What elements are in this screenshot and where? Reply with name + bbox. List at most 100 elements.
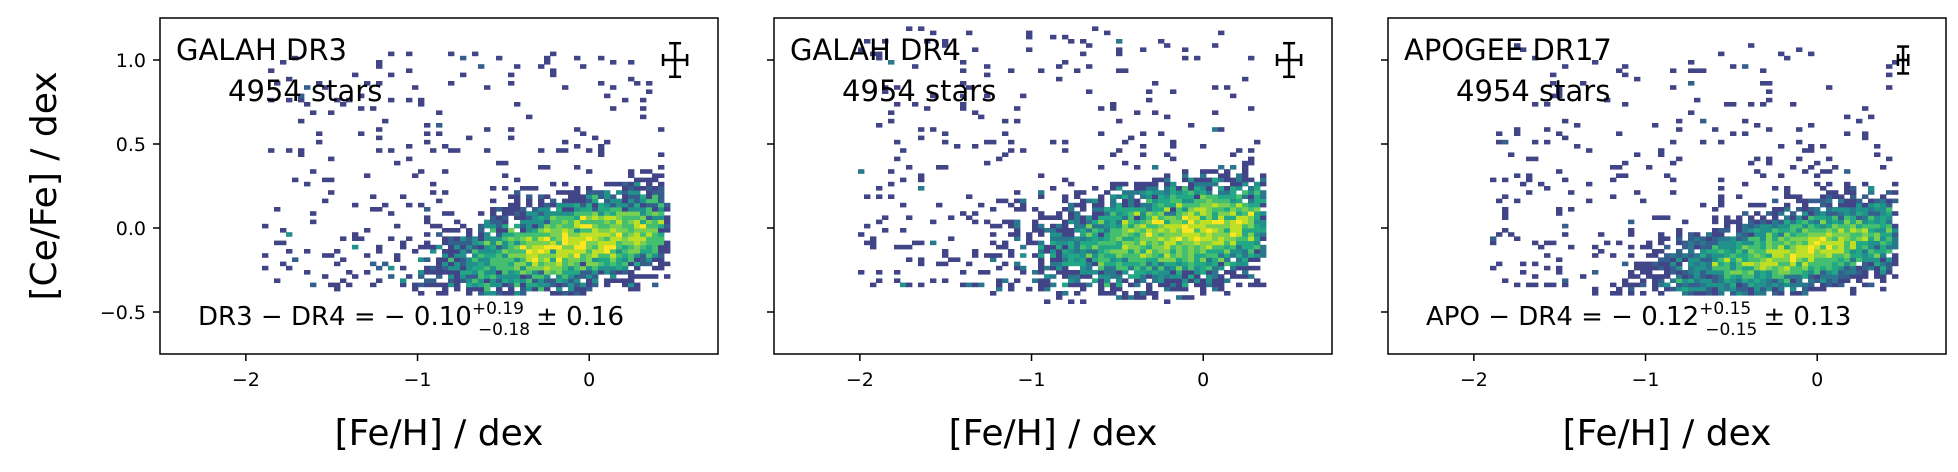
heatmap-bin (352, 232, 359, 237)
heatmap-bin (610, 215, 617, 220)
heatmap-bin (1820, 232, 1827, 237)
heatmap-bin (1104, 244, 1111, 250)
heatmap-bin (1164, 244, 1171, 250)
heatmap-bin (604, 232, 611, 237)
heatmap-bin (1134, 228, 1141, 233)
heatmap-bin (1200, 278, 1207, 283)
heatmap-bin (508, 291, 515, 296)
heatmap-bin (1206, 202, 1213, 208)
heatmap-bin (1080, 190, 1087, 195)
heatmap-bin (1164, 215, 1171, 220)
heatmap-bin (1176, 219, 1183, 225)
heatmap-bin (1176, 261, 1183, 267)
heatmap-bin (1056, 232, 1063, 237)
heatmap-bin (526, 228, 533, 233)
heatmap-bin (1008, 232, 1015, 237)
heatmap-bin (496, 240, 503, 246)
heatmap-bin (1236, 186, 1243, 191)
heatmap-bin (634, 282, 641, 288)
heatmap-bin (490, 282, 497, 288)
heatmap-bin (984, 219, 991, 225)
heatmap-bin (502, 270, 509, 275)
heatmap-bin (1658, 240, 1665, 246)
heatmap-bin (1862, 207, 1869, 212)
heatmap-bin (1074, 261, 1081, 267)
heatmap-bin (1724, 265, 1731, 271)
heatmap-bin (448, 265, 455, 271)
heatmap-bin (496, 228, 503, 233)
heatmap-bin (1068, 219, 1075, 225)
heatmap-bin (592, 261, 599, 267)
heatmap-bin (538, 278, 545, 283)
heatmap-bin (858, 47, 865, 52)
heatmap-bin (652, 236, 659, 241)
heatmap-bin (1784, 253, 1791, 258)
heatmap-bin (610, 202, 617, 208)
heatmap-bin (990, 240, 997, 246)
heatmap-bin (1188, 265, 1195, 271)
heatmap-bin (1838, 265, 1845, 271)
heatmap-bin (1152, 198, 1159, 204)
heatmap-bin (1260, 177, 1267, 183)
heatmap-bin (1832, 207, 1839, 212)
heatmap-bin (1778, 223, 1785, 229)
heatmap-bin (1670, 160, 1677, 166)
heatmap-bin (1134, 244, 1141, 250)
heatmap-bin (1230, 152, 1237, 157)
heatmap-bin (1014, 261, 1021, 267)
heatmap-bin (1658, 236, 1665, 241)
heatmap-bin (1110, 202, 1117, 208)
heatmap-bin (1086, 249, 1093, 254)
heatmap-bin (1838, 198, 1845, 204)
heatmap-bin (634, 223, 641, 229)
heatmap-bin (1760, 257, 1767, 262)
y-axis-label: [Ce/Fe] / dex (24, 71, 65, 300)
heatmap-bin (454, 236, 461, 241)
heatmap-bin (460, 261, 467, 267)
heatmap-bin (1556, 211, 1563, 216)
heatmap-bin (1640, 282, 1647, 288)
heatmap-bin (418, 291, 425, 296)
heatmap-bin (1688, 60, 1695, 65)
heatmap-bin (960, 81, 967, 86)
heatmap-bin (484, 278, 491, 283)
heatmap-bin (1772, 274, 1779, 279)
heatmap-bin (1718, 202, 1725, 208)
heatmap-bin (1814, 228, 1821, 233)
heatmap-bin (1140, 257, 1147, 262)
heatmap-bin (1664, 265, 1671, 271)
heatmap-bin (1826, 261, 1833, 267)
heatmap-bin (1110, 274, 1117, 279)
heatmap-bin (1146, 181, 1153, 187)
heatmap-bin (1008, 148, 1015, 153)
heatmap-bin (1640, 198, 1647, 204)
heatmap-bin (1664, 253, 1671, 258)
heatmap-bin (1224, 228, 1231, 233)
heatmap-bin (1580, 81, 1587, 86)
heatmap-bin (942, 261, 949, 267)
heatmap-bin (424, 207, 431, 212)
heatmap-bin (1164, 173, 1171, 178)
heatmap-bin (972, 47, 979, 52)
heatmap-bin (1844, 223, 1851, 229)
heatmap-bin (888, 194, 895, 199)
heatmap-bin (1182, 236, 1189, 241)
heatmap-bin (610, 219, 617, 225)
heatmap-bin (1122, 232, 1129, 237)
heatmap-bin (1254, 207, 1261, 212)
heatmap-bin (1880, 223, 1887, 229)
heatmap-bin (538, 223, 545, 229)
heatmap-bin (436, 223, 443, 229)
heatmap-bin (298, 93, 305, 99)
heatmap-bin (1092, 257, 1099, 262)
heatmap-bin (1122, 198, 1129, 204)
heatmap-bin (1646, 244, 1653, 250)
heatmap-bin (1086, 270, 1093, 275)
heatmap-bin (1152, 257, 1159, 262)
heatmap-bin (1844, 253, 1851, 258)
heatmap-bin (1176, 215, 1183, 220)
heatmap-bin (562, 261, 569, 267)
heatmap-bin (640, 257, 647, 262)
heatmap-bin (664, 223, 671, 229)
heatmap-bin (960, 93, 967, 99)
